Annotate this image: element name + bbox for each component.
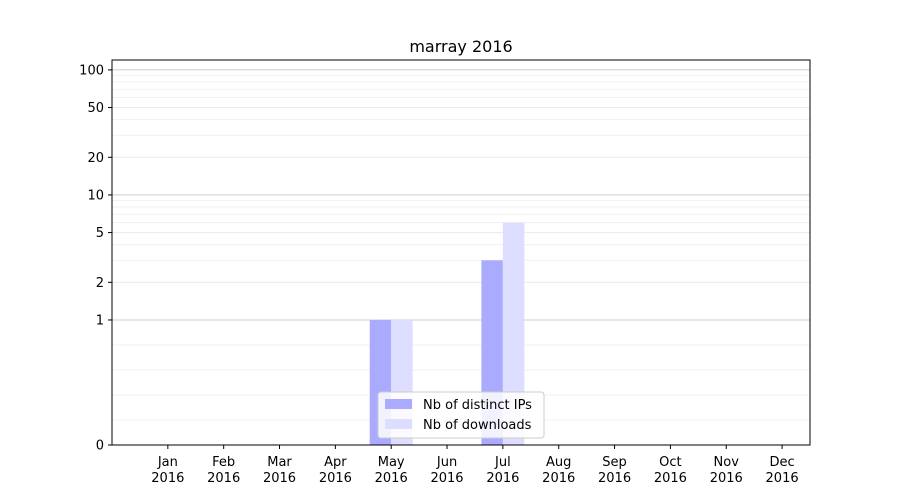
x-tick-label-month: May bbox=[378, 455, 405, 470]
y-tick-label: 10 bbox=[87, 188, 104, 203]
x-axis: Jan2016Feb2016Mar2016Apr2016May2016Jun20… bbox=[151, 445, 799, 486]
y-tick-label: 5 bbox=[96, 226, 104, 241]
legend-swatch bbox=[385, 399, 412, 409]
x-tick-label-year: 2016 bbox=[486, 471, 519, 486]
x-tick-label-year: 2016 bbox=[766, 471, 799, 486]
legend-label: Nb of downloads bbox=[423, 418, 532, 433]
y-tick-label: 2 bbox=[96, 276, 104, 291]
x-tick-label-month: Dec bbox=[770, 455, 795, 470]
y-tick-label: 50 bbox=[87, 101, 104, 116]
x-tick-label-year: 2016 bbox=[654, 471, 687, 486]
x-tick-label-month: Feb bbox=[212, 455, 235, 470]
grid bbox=[112, 69, 810, 421]
x-tick-label-month: Apr bbox=[324, 455, 347, 470]
legend: Nb of distinct IPs Nb of downloads bbox=[377, 391, 545, 439]
y-tick-label: 20 bbox=[87, 151, 104, 166]
x-tick-label-year: 2016 bbox=[151, 471, 184, 486]
x-tick-label-month: Oct bbox=[659, 455, 681, 470]
x-tick-label-month: Jan bbox=[157, 455, 178, 470]
plot-frame bbox=[111, 59, 811, 446]
x-tick-label-year: 2016 bbox=[598, 471, 631, 486]
x-tick-label-month: Mar bbox=[267, 455, 292, 470]
x-tick-label-month: Sep bbox=[602, 455, 627, 470]
x-tick-label-month: Jul bbox=[494, 455, 511, 470]
y-axis: 0 1 2 5 10 20 50 100 bbox=[79, 63, 112, 454]
chart-title: marray 2016 bbox=[409, 37, 512, 56]
legend-box bbox=[377, 391, 545, 439]
x-tick-label-year: 2016 bbox=[430, 471, 463, 486]
y-tick-label: 0 bbox=[96, 439, 104, 454]
bar-nb-of-downloads-jul bbox=[502, 222, 525, 445]
y-tick-label: 100 bbox=[79, 63, 104, 78]
x-tick-label-year: 2016 bbox=[207, 471, 240, 486]
x-tick-label-month: Nov bbox=[714, 455, 740, 470]
x-tick-label-month: Jun bbox=[436, 455, 457, 470]
x-tick-label-year: 2016 bbox=[319, 471, 352, 486]
legend-label: Nb of distinct IPs bbox=[423, 398, 532, 413]
x-tick-label-year: 2016 bbox=[375, 471, 408, 486]
x-tick-label-year: 2016 bbox=[263, 471, 296, 486]
x-tick-label-year: 2016 bbox=[542, 471, 575, 486]
x-tick-label-year: 2016 bbox=[710, 471, 743, 486]
y-tick-label: 1 bbox=[96, 313, 104, 328]
legend-swatch bbox=[385, 419, 412, 429]
x-tick-label-month: Aug bbox=[546, 455, 571, 470]
